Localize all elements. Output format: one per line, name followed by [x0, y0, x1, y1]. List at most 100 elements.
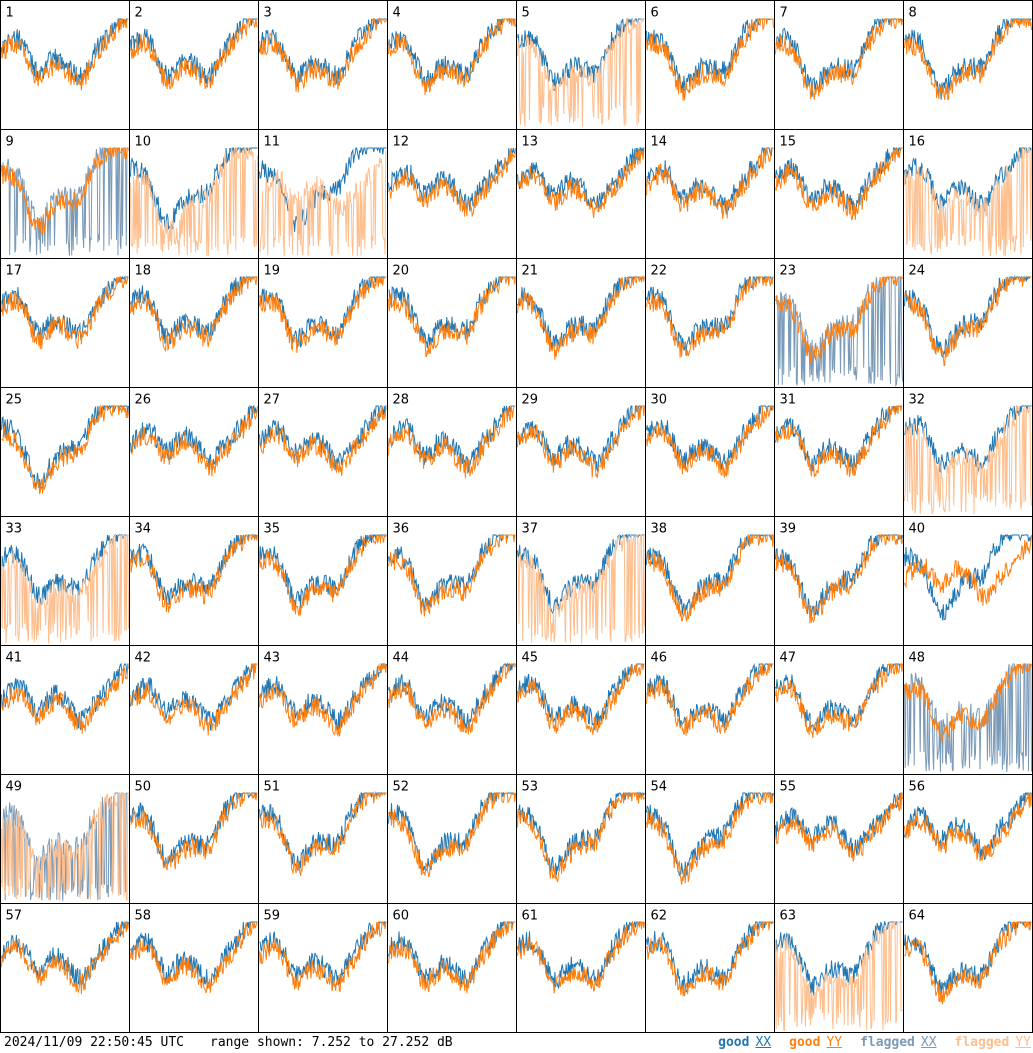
series-yy-line	[259, 275, 387, 353]
tile-panel: 19	[258, 258, 388, 388]
legend-word: flagged	[954, 1035, 1010, 1050]
tile-label: 50	[135, 780, 152, 795]
series-yy-line	[517, 17, 645, 127]
tile-label: 39	[780, 522, 797, 537]
tile-panel: 6	[645, 0, 775, 130]
series-yy-line	[130, 533, 258, 613]
tile-panel: 1	[0, 0, 130, 130]
tile-panel: 20	[387, 258, 517, 388]
tile-panel: 7	[774, 0, 904, 130]
tile-label: 4	[393, 6, 401, 21]
legend-word: good	[718, 1035, 750, 1050]
series-yy-line	[904, 663, 1032, 744]
tile-label: 27	[264, 393, 281, 408]
series-yy-line	[904, 921, 1032, 1005]
series-yy-line	[646, 533, 774, 622]
tile-panel: 63	[774, 903, 904, 1033]
tile-label: 45	[522, 651, 539, 666]
series-xx-line	[775, 920, 903, 996]
legend-pol: XX	[920, 1035, 937, 1050]
series-xx-line	[775, 275, 903, 387]
legend-entry: flagged YY	[955, 1035, 1031, 1050]
series-yy-line	[517, 404, 645, 479]
series-yy-line	[130, 791, 258, 871]
tile-panel: 10	[129, 129, 259, 259]
series-yy-line	[130, 276, 258, 353]
legend-entry: good YY	[789, 1035, 842, 1050]
series-yy-line	[259, 405, 387, 477]
tile-panel: 49	[0, 774, 130, 904]
series-yy-line	[775, 276, 903, 364]
tile-label: 54	[651, 780, 668, 795]
tile-label: 10	[135, 135, 152, 150]
tile-panel: 39	[774, 516, 904, 646]
series-xx-line	[388, 662, 516, 729]
tile-panel: 58	[129, 903, 259, 1033]
tile-label: 8	[909, 6, 917, 21]
tile-panel: 47	[774, 645, 904, 775]
tile-label: 23	[780, 264, 797, 279]
tile-label: 43	[264, 651, 281, 666]
tile-label: 31	[780, 393, 797, 408]
series-yy-line	[775, 920, 903, 1032]
tile-label: 7	[780, 6, 788, 21]
series-yy-line	[130, 921, 258, 994]
tile-panel: 8	[903, 0, 1033, 130]
series-xx-line	[1, 533, 129, 607]
series-xx-line	[904, 275, 1032, 358]
tile-panel: 55	[774, 774, 904, 904]
series-yy-line	[775, 17, 903, 100]
tile-panel: 62	[645, 903, 775, 1033]
series-yy-line	[646, 276, 774, 358]
tile-label: 25	[6, 393, 23, 408]
tile-label: 29	[522, 393, 539, 408]
series-xx-line	[517, 18, 645, 92]
series-xx-line	[646, 921, 774, 993]
series-xx-line	[646, 791, 774, 878]
tile-label: 6	[651, 6, 659, 21]
series-xx-line	[517, 147, 645, 212]
series-xx-line	[904, 792, 1032, 861]
tile-label: 53	[522, 780, 539, 795]
series-yy-line	[904, 146, 1032, 257]
legend-entry: good XX	[718, 1035, 771, 1050]
series-yy-line	[904, 18, 1032, 101]
tile-panel: 18	[129, 258, 259, 388]
series-xx-line	[517, 276, 645, 351]
series-xx-line	[1, 663, 129, 731]
tile-panel: 35	[258, 516, 388, 646]
series-yy-line	[1, 664, 129, 734]
series-yy-line	[388, 276, 516, 357]
tile-panel: 13	[516, 129, 646, 259]
series-yy-line	[259, 791, 387, 877]
tile-label: 35	[264, 522, 281, 537]
series-xx-line	[259, 663, 387, 731]
series-yy-line	[904, 275, 1032, 367]
series-yy-line	[1, 404, 129, 495]
tile-panel: 12	[387, 129, 517, 259]
tile-panel: 51	[258, 774, 388, 904]
series-yy-line	[646, 147, 774, 219]
tile-label: 12	[393, 135, 410, 150]
timestamp: 2024/11/09 22:50:45 UTC	[4, 1035, 185, 1050]
panel-frame	[387, 903, 517, 1033]
tile-label: 63	[780, 909, 797, 924]
series-yy-line	[1, 147, 129, 235]
tile-label: 47	[780, 651, 797, 666]
tile-label: 2	[135, 6, 143, 21]
tile-panel: 25	[0, 387, 130, 517]
tile-label: 49	[6, 780, 23, 795]
series-yy-line	[904, 404, 1032, 515]
tile-panel: 53	[516, 774, 646, 904]
tile-panel: 11	[258, 129, 388, 259]
tile-panel: 52	[387, 774, 517, 904]
panel-frame	[903, 774, 1033, 904]
tile-label: 24	[909, 264, 926, 279]
tile-label: 11	[264, 135, 281, 150]
tile-panel: 48	[903, 645, 1033, 775]
series-xx-line	[775, 663, 903, 733]
tile-label: 3	[264, 6, 272, 21]
legend-pol: XX	[755, 1035, 772, 1050]
tile-label: 28	[393, 393, 410, 408]
series-yy-line	[646, 921, 774, 997]
